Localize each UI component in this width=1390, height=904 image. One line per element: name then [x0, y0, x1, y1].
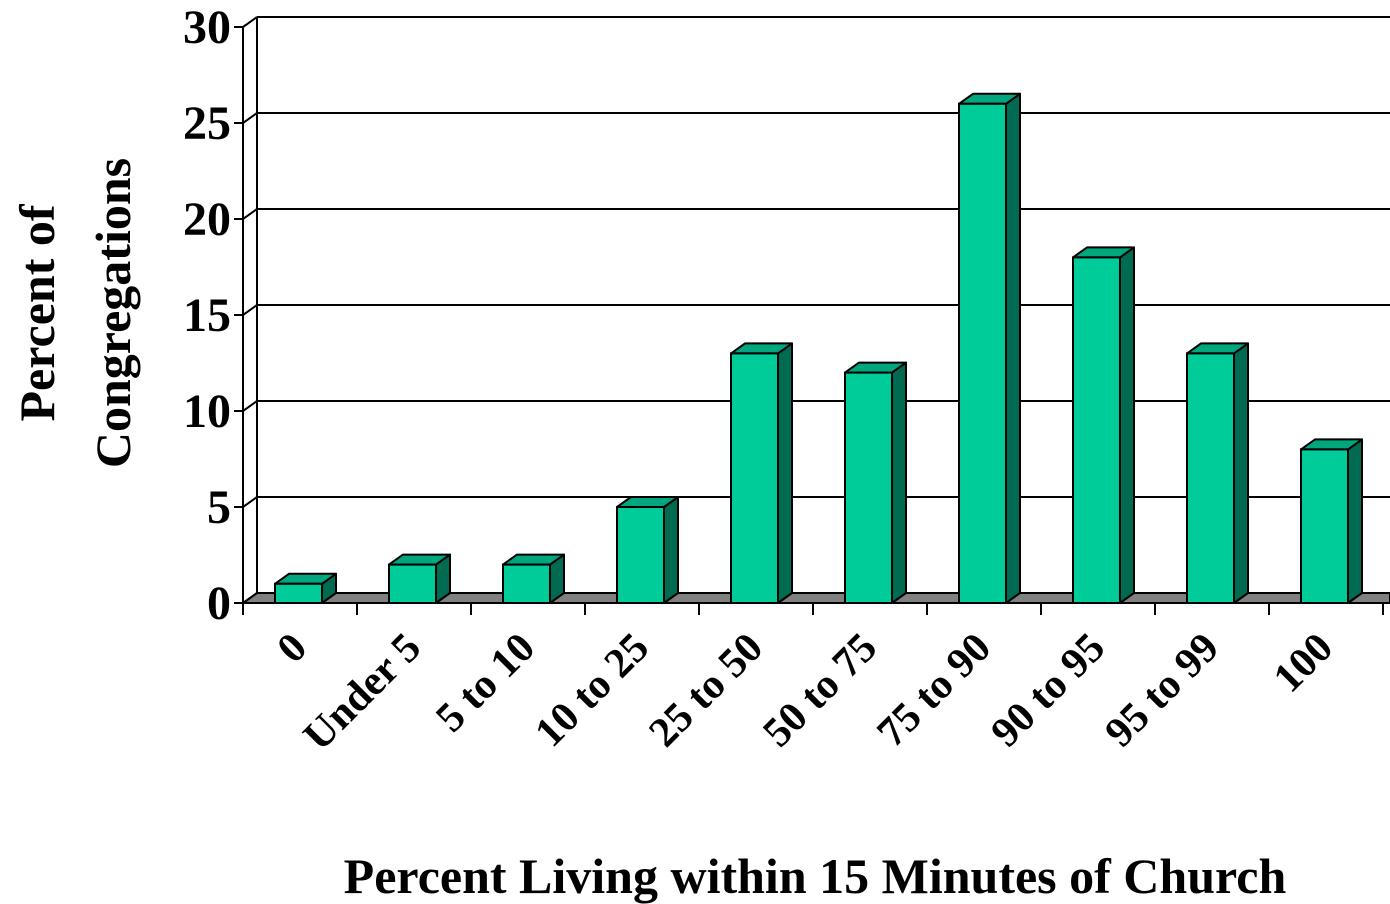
- bar-side-face: [664, 497, 678, 603]
- y-tick-label: 5: [207, 481, 231, 534]
- bar-front-face: [389, 565, 436, 603]
- y-tick-depth: [243, 209, 257, 219]
- bar-side-face: [778, 343, 792, 603]
- x-axis-title: Percent Living within 15 Minutes of Chur…: [344, 848, 1287, 904]
- bar-front-face: [845, 373, 892, 603]
- bar-front-face: [617, 507, 664, 603]
- y-tick-depth: [243, 17, 257, 27]
- x-tick-label: Under 5: [295, 625, 430, 760]
- y-axis-title: Percent of Congregations: [9, 158, 141, 468]
- bar-side-face: [1234, 343, 1248, 603]
- y-tick-label: 20: [183, 193, 231, 246]
- bar: [845, 363, 906, 603]
- y-tick-label: 30: [183, 1, 231, 54]
- bar: [959, 94, 1020, 603]
- bar-front-face: [1073, 257, 1120, 603]
- bar: [275, 574, 336, 603]
- bar: [503, 555, 564, 603]
- x-tick-label: 75 to 90: [869, 625, 1001, 757]
- bar: [1301, 439, 1362, 603]
- bar: [389, 555, 450, 603]
- x-tick-label: 95 to 99: [1097, 625, 1229, 757]
- x-tick-label: 10 to 25: [527, 625, 659, 757]
- bar-side-face: [1348, 439, 1362, 603]
- y-tick-depth: [243, 401, 257, 411]
- bar: [1073, 247, 1134, 603]
- x-tick-label: 50 to 75: [755, 625, 887, 757]
- bar: [1187, 343, 1248, 603]
- bar-front-face: [275, 584, 322, 603]
- x-tick-label: 90 to 95: [983, 625, 1115, 757]
- bar: [731, 343, 792, 603]
- y-tick-label: 0: [207, 577, 231, 630]
- y-tick-label: 10: [183, 385, 231, 438]
- bar-side-face: [892, 363, 906, 603]
- bar-front-face: [1301, 449, 1348, 603]
- x-tick-label: 25 to 50: [641, 625, 773, 757]
- bars: [275, 94, 1362, 603]
- y-tick-depth: [243, 113, 257, 123]
- y-tick-label: 25: [183, 97, 231, 150]
- bar-side-face: [1120, 247, 1134, 603]
- bar-front-face: [731, 353, 778, 603]
- bar-front-face: [1187, 353, 1234, 603]
- y-tick-depth: [243, 305, 257, 315]
- y-axis-title-line-2: Congregations: [85, 158, 141, 468]
- bar-front-face: [959, 104, 1006, 603]
- y-tick-depth: [243, 497, 257, 507]
- y-axis-title-line-1: Percent of: [9, 203, 65, 421]
- bar: [617, 497, 678, 603]
- y-tick-label: 15: [183, 289, 231, 342]
- bar-side-face: [1006, 94, 1020, 603]
- bar-front-face: [503, 565, 550, 603]
- x-tick-label: 0: [269, 625, 316, 672]
- x-tick-label: 100: [1265, 625, 1342, 702]
